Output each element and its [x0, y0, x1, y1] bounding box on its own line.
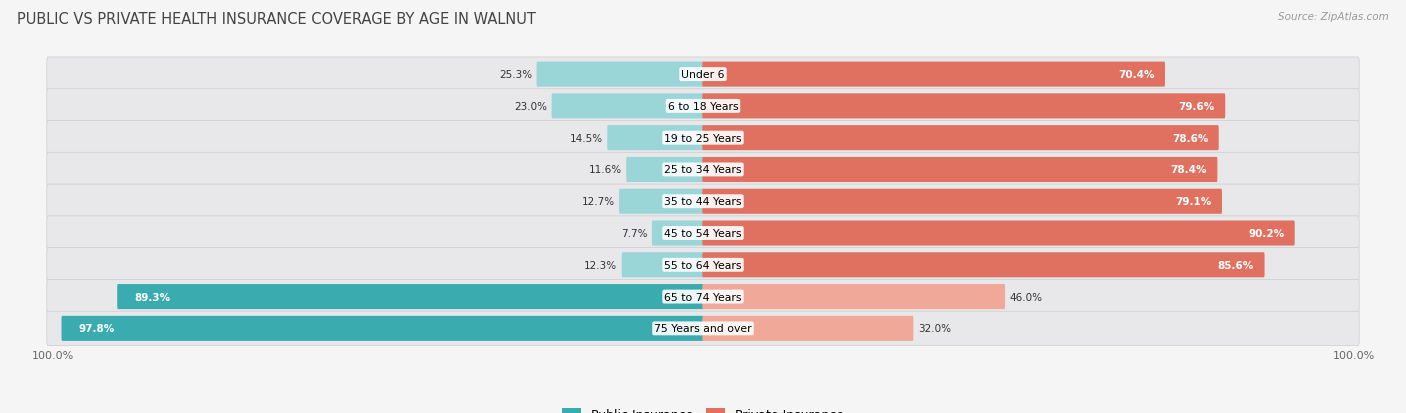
Text: 70.4%: 70.4% [1118, 70, 1154, 80]
Text: 65 to 74 Years: 65 to 74 Years [664, 292, 742, 302]
FancyBboxPatch shape [46, 280, 1360, 314]
FancyBboxPatch shape [46, 153, 1360, 187]
FancyBboxPatch shape [46, 216, 1360, 251]
Text: 35 to 44 Years: 35 to 44 Years [664, 197, 742, 207]
Text: 79.6%: 79.6% [1178, 102, 1215, 112]
Text: 78.6%: 78.6% [1171, 133, 1208, 143]
FancyBboxPatch shape [703, 221, 1295, 246]
FancyBboxPatch shape [551, 94, 703, 119]
FancyBboxPatch shape [652, 221, 703, 246]
FancyBboxPatch shape [703, 285, 1005, 309]
FancyBboxPatch shape [619, 189, 703, 214]
Text: 14.5%: 14.5% [569, 133, 603, 143]
FancyBboxPatch shape [46, 248, 1360, 282]
Text: 6 to 18 Years: 6 to 18 Years [668, 102, 738, 112]
FancyBboxPatch shape [703, 94, 1225, 119]
Text: 100.0%: 100.0% [1333, 351, 1375, 361]
Text: 55 to 64 Years: 55 to 64 Years [664, 260, 742, 270]
FancyBboxPatch shape [46, 311, 1360, 346]
Text: 100.0%: 100.0% [31, 351, 73, 361]
Text: 79.1%: 79.1% [1175, 197, 1212, 207]
Text: 78.4%: 78.4% [1170, 165, 1206, 175]
FancyBboxPatch shape [703, 189, 1222, 214]
Text: PUBLIC VS PRIVATE HEALTH INSURANCE COVERAGE BY AGE IN WALNUT: PUBLIC VS PRIVATE HEALTH INSURANCE COVER… [17, 12, 536, 27]
FancyBboxPatch shape [62, 316, 703, 341]
Text: 12.7%: 12.7% [582, 197, 614, 207]
FancyBboxPatch shape [537, 62, 703, 88]
Text: 25 to 34 Years: 25 to 34 Years [664, 165, 742, 175]
FancyBboxPatch shape [46, 185, 1360, 219]
Text: 85.6%: 85.6% [1218, 260, 1254, 270]
Text: 89.3%: 89.3% [134, 292, 170, 302]
FancyBboxPatch shape [703, 126, 1219, 151]
Text: 46.0%: 46.0% [1010, 292, 1043, 302]
Text: 11.6%: 11.6% [589, 165, 621, 175]
FancyBboxPatch shape [46, 90, 1360, 124]
Text: 32.0%: 32.0% [918, 323, 950, 334]
FancyBboxPatch shape [46, 121, 1360, 155]
FancyBboxPatch shape [703, 62, 1166, 88]
Text: Under 6: Under 6 [682, 70, 724, 80]
Text: 45 to 54 Years: 45 to 54 Years [664, 228, 742, 238]
FancyBboxPatch shape [46, 58, 1360, 92]
Text: 7.7%: 7.7% [621, 228, 647, 238]
Text: 25.3%: 25.3% [499, 70, 531, 80]
FancyBboxPatch shape [703, 316, 914, 341]
Text: 90.2%: 90.2% [1249, 228, 1284, 238]
FancyBboxPatch shape [703, 157, 1218, 183]
Text: 97.8%: 97.8% [79, 323, 115, 334]
Text: 12.3%: 12.3% [583, 260, 617, 270]
Text: 75 Years and over: 75 Years and over [654, 323, 752, 334]
Text: 19 to 25 Years: 19 to 25 Years [664, 133, 742, 143]
FancyBboxPatch shape [117, 285, 703, 309]
FancyBboxPatch shape [621, 253, 703, 278]
FancyBboxPatch shape [703, 253, 1264, 278]
FancyBboxPatch shape [607, 126, 703, 151]
Text: 23.0%: 23.0% [515, 102, 547, 112]
FancyBboxPatch shape [626, 157, 703, 183]
Text: Source: ZipAtlas.com: Source: ZipAtlas.com [1278, 12, 1389, 22]
Legend: Public Insurance, Private Insurance: Public Insurance, Private Insurance [557, 404, 849, 413]
